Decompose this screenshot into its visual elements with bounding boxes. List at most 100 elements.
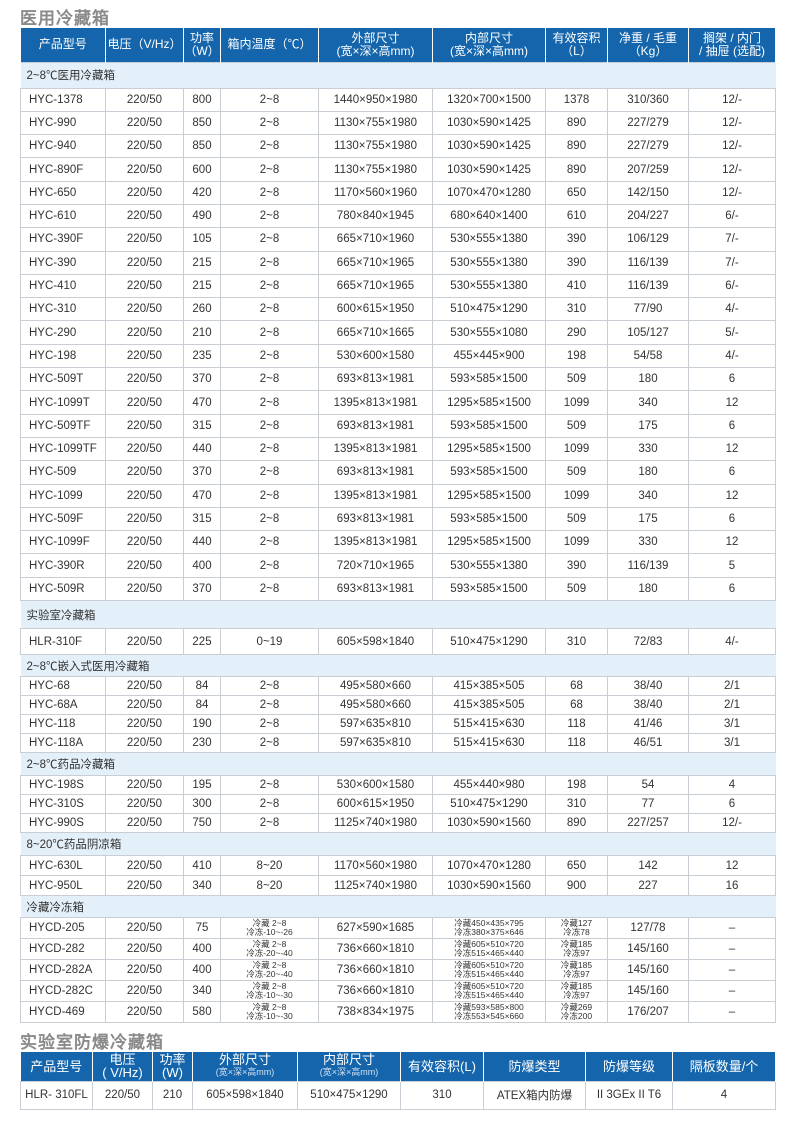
table-row: HYCD-282A 220/50 400 冷藏 2~8 冷冻-20~-40 736×660… xyxy=(20,959,776,982)
column-header: 有效容积 （L） xyxy=(545,28,608,62)
table-cell: 220/50 xyxy=(105,250,184,275)
table-cell: 1395×813×1981 xyxy=(318,483,433,508)
section-row: 2~8℃药品冷藏箱 xyxy=(20,752,776,777)
cell-line: 冷冻-10~-30 xyxy=(246,990,293,1001)
table-cell: 84 xyxy=(183,676,221,697)
table-cell: 220/50 xyxy=(105,413,184,438)
table-cell: 400 xyxy=(183,553,221,578)
cell-line: 冷藏593×585×800 xyxy=(454,1002,524,1013)
table-cell: 509 xyxy=(545,506,608,532)
header-line: 功率 xyxy=(159,1052,186,1068)
table-cell: 750 xyxy=(183,813,221,834)
table-cell: 890 xyxy=(545,134,608,159)
header-line: 净重 / 毛重 xyxy=(618,30,677,45)
table-cell: 冷藏 2~8 冷冻-20~-40 xyxy=(220,938,319,961)
cell-line: 冷冻553×545×660 xyxy=(454,1011,524,1022)
table-cell: 2~8 xyxy=(220,794,319,815)
table-cell: HYC-940 xyxy=(20,134,106,159)
table-cell: 215 xyxy=(183,273,221,299)
cell-line: 冷冻200 xyxy=(560,1011,593,1022)
table-cell: 220/50 xyxy=(92,1080,153,1110)
header-line: （Kg） xyxy=(628,43,668,58)
section-label: 2~8℃医用冷藏箱 xyxy=(20,61,776,89)
table-cell: 850 xyxy=(183,134,221,159)
table-row: HYC-610 220/50 490 2~8 780×840×1945 680×640×1… xyxy=(20,203,776,229)
table-cell: 207/259 xyxy=(607,157,689,182)
table-cell: 310 xyxy=(545,794,608,815)
column-header: 外部尺寸 (宽×深×高mm) xyxy=(318,28,433,62)
table-cell: HYCD-282A xyxy=(20,959,106,982)
table-cell: 530×555×1380 xyxy=(432,227,546,252)
cell-line: 冷冻515×465×440 xyxy=(454,969,524,980)
table-row: HYC-509F 220/50 315 2~8 693×813×1981 593×585×… xyxy=(20,506,776,532)
table-cell: 440 xyxy=(183,436,221,462)
table-cell: 2~8 xyxy=(220,297,319,322)
section-label: 实验室冷藏箱 xyxy=(20,600,776,630)
table-cell: 225 xyxy=(183,628,221,656)
table-cell: 693×813×1981 xyxy=(318,506,433,532)
table-cell: 235 xyxy=(183,343,221,369)
table-cell: 693×813×1981 xyxy=(318,460,433,485)
table-cell: 2/1 xyxy=(688,695,776,716)
table-cell: 2~8 xyxy=(220,250,319,275)
table-cell: 220/50 xyxy=(105,180,184,205)
column-header: 箱内温度（℃） xyxy=(220,28,319,62)
table-cell: 180 xyxy=(607,576,689,602)
table-cell: 310 xyxy=(545,628,608,656)
cell-line: 冷藏127 xyxy=(560,918,593,929)
header-line: (宽×深×高mm) xyxy=(319,1067,379,1078)
table-cell: 530×555×1380 xyxy=(432,250,546,275)
explosion-proof-table: 产品型号 电压( V/Hz) 功率 (W) 外部尺寸 (宽×深×高mm) 内部尺寸 (宽×深×… xyxy=(20,1052,776,1110)
table-cell: 800 xyxy=(183,87,221,112)
table-cell: 1320×700×1500 xyxy=(432,87,546,112)
table-cell: 6 xyxy=(688,576,776,602)
table-cell: 420 xyxy=(183,180,221,205)
table-cell: 2~8 xyxy=(220,157,319,182)
table-row: HLR- 310FL 220/50 210 605×598×1840 510×475×1… xyxy=(20,1080,776,1110)
header-line: 内部尺寸 xyxy=(464,30,513,45)
table-cell: 390 xyxy=(545,250,608,275)
table-row: HYCD-205 220/50 75 冷藏 2~8 冷冻-10~-26 627×590×1… xyxy=(20,917,776,940)
table-cell: 227/257 xyxy=(607,813,689,834)
table-row: HYC-650 220/50 420 2~8 1170×560×1960 1070×470… xyxy=(20,180,776,205)
column-header: 搁架 / 内门 / 抽屉 (选配) xyxy=(688,28,776,62)
cell-line: 冷冻97 xyxy=(563,990,590,1001)
table-cell: 2~8 xyxy=(220,576,319,602)
table-cell: 2~8 xyxy=(220,227,319,252)
table-cell: 冷藏605×510×720 冷冻515×465×440 xyxy=(432,938,546,961)
table-cell: 220/50 xyxy=(105,110,184,136)
header-line: 电压 xyxy=(109,1052,136,1068)
cell-line: 冷冻-10~-26 xyxy=(246,927,293,938)
table-cell: 1099 xyxy=(545,483,608,508)
table-cell: 390 xyxy=(545,553,608,578)
table-cell: 冷藏185 冷冻97 xyxy=(545,938,608,961)
table-cell: 650 xyxy=(545,180,608,205)
column-header: 隔板数量/个 xyxy=(672,1052,776,1081)
table-cell: 738×834×1975 xyxy=(318,1001,433,1024)
table-row: HYC-890F 220/50 600 2~8 1130×755×1980 1030×59… xyxy=(20,157,776,182)
table-cell: 455×445×900 xyxy=(432,343,546,369)
table-cell: 2~8 xyxy=(220,87,319,112)
table-cell: 597×635×810 xyxy=(318,733,433,754)
table-cell: HYC-509T xyxy=(20,367,106,392)
column-header: 产品型号 xyxy=(20,1052,93,1081)
table-cell: 6 xyxy=(688,413,776,438)
table-cell: 142/150 xyxy=(607,180,689,205)
table-cell: 1295×585×1500 xyxy=(432,436,546,462)
table-cell: HYCD-282 xyxy=(20,938,106,961)
table-cell: 2~8 xyxy=(220,530,319,555)
table-cell: 315 xyxy=(183,506,221,532)
table-cell: 220/50 xyxy=(105,794,184,815)
table-cell: 693×813×1981 xyxy=(318,413,433,438)
table-cell: 145/160 xyxy=(607,959,689,982)
table-cell: 冷藏 2~8 冷冻-20~-40 xyxy=(220,959,319,982)
table-cell: 1030×590×1560 xyxy=(432,875,546,897)
table-cell: 12 xyxy=(688,390,776,415)
table-cell: 220/50 xyxy=(105,530,184,555)
table-cell: 600×615×1950 xyxy=(318,297,433,322)
table-cell: 68 xyxy=(545,676,608,697)
table-cell: 176/207 xyxy=(607,1001,689,1024)
table-cell: 12 xyxy=(688,530,776,555)
column-header: 有效容积(L) xyxy=(400,1052,484,1081)
table-row: HYC-68A 220/50 84 2~8 495×580×660 415×385×505… xyxy=(20,695,776,716)
